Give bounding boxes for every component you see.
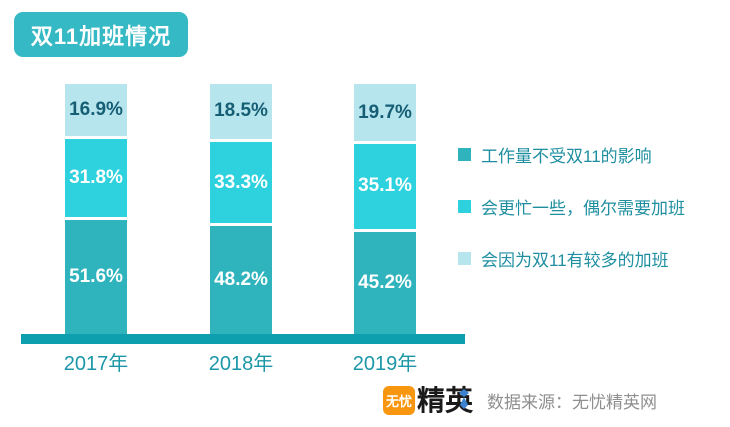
bar-value-label: 33.3%: [214, 171, 268, 193]
legend-item-occasional-overtime: 会更忙一些，偶尔需要加班: [458, 195, 685, 218]
bar-value-label: 45.2%: [358, 271, 412, 293]
legend-label: 会因为双11有较多的加班: [481, 250, 669, 270]
bar-segment: 31.8%: [65, 138, 127, 218]
bar-segment: 48.2%: [210, 226, 272, 335]
data-source-text: 数据来源：无忧精英网: [487, 393, 658, 412]
wuyou-jingying-logo: 无忧 精英: [383, 386, 473, 415]
legend-swatch-teal: [458, 147, 471, 161]
legend-label: 会更忙一些，偶尔需要加班: [481, 198, 685, 218]
bar-segment: 19.7%: [354, 84, 416, 142]
legend-label: 工作量不受双11的影响: [481, 146, 652, 166]
x-axis-label-2017: 2017年: [63, 353, 129, 375]
logo-badge-wuyou: 无忧: [383, 386, 415, 415]
x-axis-line: [21, 334, 465, 344]
legend-item-no-impact: 工作量不受双11的影响: [458, 143, 685, 166]
bar-2017: 16.9% 31.8% 51.6%: [65, 84, 127, 334]
chart-title-badge: 双11加班情况: [14, 12, 188, 57]
bar-value-label: 19.7%: [358, 101, 412, 123]
bar-segment: 45.2%: [354, 231, 416, 334]
legend-swatch-lightblue: [458, 251, 471, 265]
bar-value-label: 35.1%: [358, 175, 412, 197]
x-axis-label-2019: 2019年: [352, 353, 418, 375]
bar-segment: 51.6%: [65, 220, 127, 334]
bar-2018: 18.5% 33.3% 48.2%: [210, 84, 272, 335]
bar-segment: 35.1%: [354, 144, 416, 229]
tie-icon: [459, 389, 469, 409]
bar-segment: 16.9%: [65, 84, 127, 136]
bar-2019: 19.7% 35.1% 45.2%: [354, 84, 416, 334]
chart-title: 双11加班情况: [30, 23, 172, 49]
legend-item-more-overtime: 会因为双11有较多的加班: [458, 247, 685, 270]
bar-value-label: 48.2%: [214, 269, 268, 291]
footer: 无忧 精英 数据来源：无忧精英网: [383, 386, 657, 415]
bar-value-label: 31.8%: [69, 167, 123, 189]
bar-value-label: 51.6%: [69, 266, 123, 288]
legend-swatch-cyan: [458, 199, 471, 213]
bar-value-label: 16.9%: [69, 98, 123, 120]
x-axis-label-2018: 2018年: [208, 353, 274, 375]
legend: 工作量不受双11的影响 会更忙一些，偶尔需要加班 会因为双11有较多的加班: [458, 143, 685, 299]
bar-segment: 18.5%: [210, 84, 272, 139]
bar-value-label: 18.5%: [214, 100, 268, 122]
bar-segment: 33.3%: [210, 141, 272, 224]
